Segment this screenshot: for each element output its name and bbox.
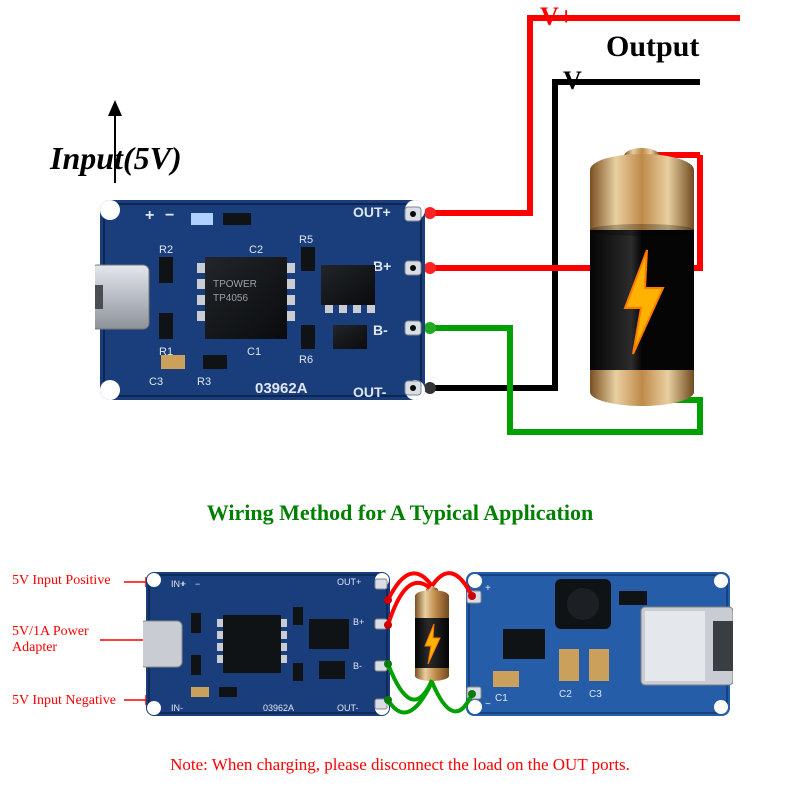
note-text: Note: When charging, please disconnect t… xyxy=(0,755,800,775)
svg-text:−: − xyxy=(485,699,491,710)
svg-text:−: − xyxy=(195,579,200,589)
svg-text:OUT+: OUT+ xyxy=(337,577,361,587)
svg-text:R2: R2 xyxy=(159,244,173,256)
svg-text:R3: R3 xyxy=(197,376,211,388)
svg-text:OUT-: OUT- xyxy=(353,384,387,400)
svg-text:C2: C2 xyxy=(559,689,572,700)
svg-text:C1: C1 xyxy=(247,346,261,358)
svg-text:B-: B- xyxy=(373,322,388,338)
svg-text:B-: B- xyxy=(353,661,362,671)
battery-small xyxy=(413,584,453,684)
svg-text:TPOWER: TPOWER xyxy=(213,279,257,290)
svg-text:C3: C3 xyxy=(149,376,163,388)
svg-text:IN-: IN- xyxy=(171,703,183,713)
battery-top xyxy=(585,140,705,410)
svg-text:OUT-: OUT- xyxy=(337,703,359,713)
charger-board-bottom: +− OUT+B+ B-OUT- 03962A IN-IN+ xyxy=(143,569,393,719)
svg-text:+: + xyxy=(485,583,491,594)
svg-text:C1: C1 xyxy=(495,693,508,704)
svg-text:C2: C2 xyxy=(249,244,263,256)
svg-text:03962A: 03962A xyxy=(255,380,308,397)
svg-text:B+: B+ xyxy=(373,258,391,274)
charger-board-top: OUT+ B+ B- OUT- +− TPOWER TP4056 R2 R1 xyxy=(95,195,430,405)
svg-text:+: + xyxy=(145,207,154,224)
subtitle: Wiring Method for A Typical Application xyxy=(0,500,800,526)
svg-text:IN+: IN+ xyxy=(171,579,185,589)
svg-text:R6: R6 xyxy=(299,354,313,366)
svg-text:TP4056: TP4056 xyxy=(213,293,248,304)
svg-text:R1: R1 xyxy=(159,346,173,358)
svg-text:OUT+: OUT+ xyxy=(353,204,391,220)
boost-board-bottom: + − C2 C3 C1 xyxy=(463,569,733,719)
svg-text:C3: C3 xyxy=(589,689,602,700)
svg-text:03962A: 03962A xyxy=(263,703,294,713)
svg-text:B+: B+ xyxy=(353,617,364,627)
svg-text:R5: R5 xyxy=(299,234,313,246)
svg-text:−: − xyxy=(165,207,174,224)
